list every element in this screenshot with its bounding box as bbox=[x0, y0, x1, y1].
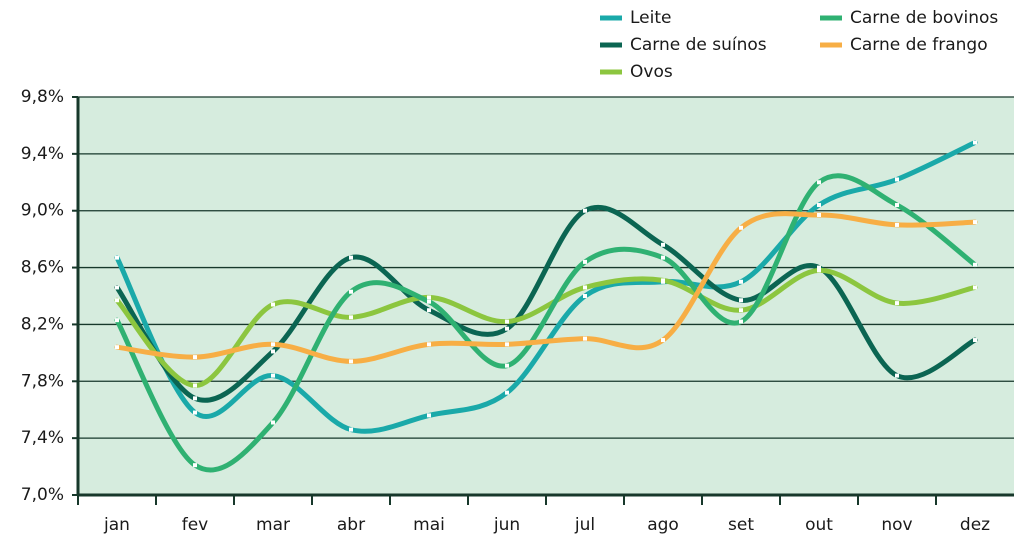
x-tick-label: mar bbox=[256, 515, 290, 535]
x-tick-label: abr bbox=[337, 515, 365, 535]
point-marker bbox=[661, 278, 665, 283]
point-marker bbox=[349, 289, 353, 294]
point-marker bbox=[895, 203, 899, 208]
point-marker bbox=[193, 410, 197, 415]
point-marker bbox=[193, 463, 197, 468]
point-marker bbox=[271, 420, 275, 425]
point-marker bbox=[427, 299, 431, 304]
x-tick-label: mai bbox=[413, 515, 445, 535]
point-marker bbox=[193, 355, 197, 360]
point-marker bbox=[583, 336, 587, 341]
point-marker bbox=[505, 363, 509, 368]
point-marker bbox=[895, 222, 899, 227]
y-tick-label: 7,4% bbox=[21, 428, 64, 448]
x-tick-label: nov bbox=[881, 515, 912, 535]
point-marker bbox=[661, 338, 665, 343]
point-marker bbox=[505, 319, 509, 324]
point-marker bbox=[427, 295, 431, 300]
point-marker bbox=[739, 298, 743, 303]
point-marker bbox=[817, 265, 821, 270]
point-marker bbox=[739, 279, 743, 284]
legend-label: Ovos bbox=[630, 62, 673, 82]
point-marker bbox=[817, 212, 821, 217]
legend-label: Leite bbox=[630, 8, 671, 28]
x-tick-label: ago bbox=[647, 515, 679, 535]
point-marker bbox=[505, 342, 509, 347]
point-marker bbox=[739, 319, 743, 324]
point-marker bbox=[505, 390, 509, 395]
point-marker bbox=[817, 203, 821, 208]
point-marker bbox=[193, 396, 197, 401]
legend-label: Carne de suínos bbox=[630, 35, 767, 55]
point-marker bbox=[895, 373, 899, 378]
point-marker bbox=[427, 342, 431, 347]
point-marker bbox=[115, 345, 119, 350]
point-marker bbox=[115, 318, 119, 323]
point-marker bbox=[817, 180, 821, 185]
point-marker bbox=[973, 285, 977, 290]
point-marker bbox=[505, 326, 509, 331]
point-marker bbox=[973, 262, 977, 267]
x-tick-label: jun bbox=[493, 515, 520, 535]
point-marker bbox=[583, 285, 587, 290]
point-marker bbox=[895, 301, 899, 306]
x-tick-label: jul bbox=[574, 515, 595, 535]
point-marker bbox=[271, 302, 275, 307]
point-marker bbox=[349, 427, 353, 432]
point-marker bbox=[583, 208, 587, 213]
x-tick-label: fev bbox=[182, 515, 209, 535]
point-marker bbox=[739, 225, 743, 230]
point-marker bbox=[193, 383, 197, 388]
point-marker bbox=[895, 177, 899, 182]
y-tick-label: 8,2% bbox=[21, 314, 64, 334]
y-tick-label: 7,0% bbox=[21, 485, 64, 505]
x-tick-label: dez bbox=[960, 515, 990, 535]
point-marker bbox=[739, 308, 743, 313]
plot-background bbox=[78, 97, 1014, 495]
point-marker bbox=[349, 315, 353, 320]
point-marker bbox=[271, 342, 275, 347]
point-marker bbox=[427, 308, 431, 313]
series-line bbox=[114, 267, 978, 389]
point-marker bbox=[271, 349, 275, 354]
y-tick-label: 9,8% bbox=[21, 87, 64, 107]
point-marker bbox=[349, 359, 353, 364]
point-marker bbox=[583, 259, 587, 264]
x-tick-label: jan bbox=[103, 515, 130, 535]
y-tick-label: 7,8% bbox=[21, 371, 64, 391]
y-tick-label: 9,0% bbox=[21, 201, 64, 221]
point-marker bbox=[115, 255, 119, 260]
point-marker bbox=[973, 220, 977, 225]
point-marker bbox=[115, 298, 119, 303]
legend-label: Carne de frango bbox=[850, 35, 988, 55]
point-marker bbox=[583, 294, 587, 298]
x-tick-label: out bbox=[805, 515, 833, 535]
point-marker bbox=[661, 242, 665, 247]
legend-label: Carne de bovinos bbox=[850, 8, 998, 28]
point-marker bbox=[817, 268, 821, 273]
point-marker bbox=[973, 140, 977, 145]
point-marker bbox=[973, 338, 977, 343]
point-marker bbox=[661, 255, 665, 260]
point-marker bbox=[349, 255, 353, 260]
point-marker bbox=[271, 373, 275, 378]
x-tick-label: set bbox=[728, 515, 754, 535]
point-marker bbox=[427, 413, 431, 418]
y-tick-label: 9,4% bbox=[21, 144, 64, 164]
series-line bbox=[114, 204, 978, 403]
point-marker bbox=[115, 285, 119, 290]
y-tick-label: 8,6% bbox=[21, 258, 64, 278]
